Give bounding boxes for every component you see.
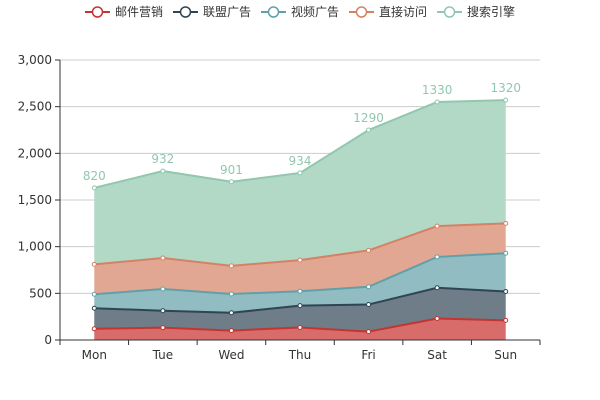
data-point[interactable] [160, 255, 166, 261]
legend-label: 搜索引擎 [467, 4, 515, 19]
data-point[interactable] [366, 247, 372, 253]
data-point[interactable] [366, 284, 372, 290]
data-point[interactable] [503, 250, 509, 256]
data-point[interactable] [366, 329, 372, 335]
data-point[interactable] [228, 328, 234, 334]
data-point[interactable] [228, 263, 234, 269]
data-point[interactable] [434, 223, 440, 229]
data-point[interactable] [91, 326, 97, 332]
data-point[interactable] [228, 291, 234, 297]
y-tick-label: 3,000 [18, 53, 52, 67]
data-point[interactable] [366, 127, 372, 133]
data-labels: 820 932 901 934 1290 1330 1320 [83, 81, 521, 183]
legend-circle-icon [267, 6, 280, 18]
y-tick-label: 1,500 [18, 193, 52, 207]
area-3 [94, 253, 506, 313]
y-tick-label: 500 [29, 286, 52, 300]
legend-item-4[interactable]: 直接访问 [349, 4, 427, 19]
x-tick-label: Sun [494, 348, 517, 362]
area-2 [94, 287, 506, 332]
data-point[interactable] [503, 97, 509, 103]
data-point[interactable] [503, 288, 509, 294]
area-4 [94, 223, 506, 295]
data-point[interactable] [503, 220, 509, 226]
series-points [91, 97, 509, 335]
data-point[interactable] [228, 310, 234, 316]
y-tick-label: 0 [44, 333, 52, 347]
data-point[interactable] [160, 286, 166, 292]
data-point[interactable] [91, 291, 97, 297]
legend-label: 直接访问 [379, 4, 427, 19]
legend-item-1[interactable]: 邮件营销 [84, 5, 163, 19]
legend-circle-icon [179, 6, 192, 18]
x-tick-label: Wed [218, 348, 244, 362]
data-point[interactable] [366, 302, 372, 308]
data-point[interactable] [160, 168, 166, 174]
data-point[interactable] [297, 170, 303, 176]
data-point[interactable] [434, 254, 440, 260]
legend-circle-icon [91, 6, 104, 18]
legend-label: 邮件营销 [115, 5, 163, 19]
data-point[interactable] [228, 179, 234, 185]
legend: 邮件营销 联盟广告 视频广告 直接访问 搜索引擎 [84, 4, 515, 19]
x-tick-label: Fri [361, 348, 375, 362]
y-tick-label: 2,500 [18, 100, 52, 114]
data-point[interactable] [434, 285, 440, 291]
axes: 0 500 1,000 1,500 2,000 2,500 3,000 Mon Tue Wed Th… [18, 53, 541, 362]
data-point[interactable] [434, 316, 440, 322]
data-point[interactable] [160, 308, 166, 314]
data-point[interactable] [297, 303, 303, 309]
data-point[interactable] [503, 317, 509, 323]
legend-item-2[interactable]: 联盟广告 [172, 5, 251, 19]
x-tick-label: Thu [288, 348, 312, 362]
x-tick-label: Mon [82, 348, 107, 362]
legend-circle-icon [355, 6, 368, 18]
data-point[interactable] [297, 324, 303, 330]
legend-circle-icon [443, 6, 456, 18]
legend-label: 视频广告 [291, 4, 339, 19]
data-label: 934 [289, 154, 312, 168]
legend-item-5[interactable]: 搜索引擎 [437, 4, 515, 19]
legend-item-3[interactable]: 视频广告 [260, 4, 339, 19]
data-point[interactable] [297, 288, 303, 294]
data-label: 901 [220, 163, 243, 177]
data-point[interactable] [160, 325, 166, 331]
x-tick-label: Sat [427, 348, 447, 362]
data-label: 932 [151, 152, 174, 166]
data-point[interactable] [434, 99, 440, 105]
data-label: 1320 [490, 81, 521, 95]
data-point[interactable] [91, 261, 97, 267]
data-point[interactable] [297, 257, 303, 263]
legend-label: 联盟广告 [203, 5, 251, 19]
data-point[interactable] [91, 305, 97, 311]
y-tick-label: 2,000 [18, 146, 52, 160]
y-tick-label: 1,000 [18, 240, 52, 254]
x-tick-label: Tue [152, 348, 174, 362]
data-label: 1330 [422, 83, 453, 97]
area-5 [94, 100, 506, 266]
data-label: 1290 [353, 111, 384, 125]
data-point[interactable] [91, 185, 97, 191]
data-label: 820 [83, 169, 106, 183]
